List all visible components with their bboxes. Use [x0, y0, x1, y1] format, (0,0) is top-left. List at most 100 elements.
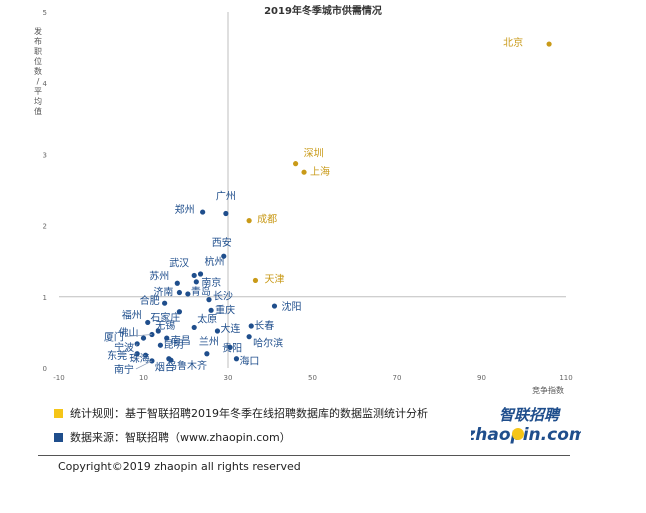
data-point	[200, 209, 206, 215]
x-tick-label: 70	[393, 374, 402, 382]
leader-line	[129, 353, 138, 356]
data-label: 苏州	[149, 269, 169, 282]
data-label: 济南	[153, 286, 173, 299]
data-point	[193, 279, 199, 285]
data-label: 海口	[239, 355, 259, 368]
statistics-rule-note: 统计规则：基于智联招聘2019年冬季在线招聘数据库的数据监测统计分析	[54, 405, 428, 421]
x-tick-label: 10	[139, 374, 148, 382]
data-label: 福州	[122, 308, 142, 321]
data-label: 青岛	[191, 285, 211, 298]
data-point	[214, 328, 221, 334]
data-point	[168, 357, 174, 363]
divider	[38, 455, 570, 456]
blue-square-icon	[54, 432, 63, 442]
data-point	[301, 169, 307, 175]
copyright-text: Copyright©2019 zhaopin all rights reserv…	[58, 460, 301, 473]
leader-line	[135, 360, 153, 370]
y-tick-label: 0	[43, 365, 47, 373]
x-axis-label: 竞争指数	[532, 385, 564, 395]
data-label: 合肥	[140, 294, 160, 307]
logo-dot-icon	[512, 428, 524, 440]
data-point	[223, 210, 229, 217]
data-label: 长沙	[213, 291, 233, 303]
data-label: 南昌	[171, 334, 191, 347]
data-label: 上海	[310, 165, 330, 178]
y-axis-label: 发布职位数/平均值	[34, 26, 42, 116]
data-point	[191, 324, 197, 331]
data-label: 成都	[257, 214, 277, 226]
y-tick-label: 3	[43, 151, 47, 159]
data-label: 哈尔滨	[253, 337, 283, 350]
data-point	[197, 271, 204, 277]
data-point	[155, 328, 161, 334]
statistics-rule-text: 统计规则：基于智联招聘2019年冬季在线招聘数据库的数据监测统计分析	[70, 407, 428, 420]
data-label: 深圳	[304, 148, 324, 160]
logo-en-text: zhaopin.com	[471, 425, 581, 445]
y-tick-label: 2	[43, 223, 47, 231]
data-point	[271, 303, 278, 309]
x-tick-label: -10	[53, 374, 64, 382]
data-label: 太原	[197, 312, 217, 325]
data-label: 天津	[264, 273, 284, 285]
x-tick-label: 30	[224, 374, 233, 382]
data-point	[145, 319, 151, 326]
data-point	[191, 272, 197, 279]
axes: -10 10 30 50 70 90 110 0 1 2 3 4 5 竞争指数 发布职位数/平均值	[34, 9, 573, 395]
data-source-note: 数据来源：智联招聘（www.zhaopin.com）	[54, 429, 291, 445]
data-point	[227, 344, 233, 350]
data-label: 无锡	[155, 319, 175, 332]
leader-line	[135, 343, 138, 347]
data-point	[185, 291, 191, 297]
data-point	[164, 335, 170, 341]
data-label: 杭州	[205, 255, 225, 268]
data-point	[174, 280, 180, 286]
x-tick-label: 50	[308, 374, 317, 382]
data-point	[233, 356, 240, 362]
x-tick-label: 110	[559, 374, 572, 382]
data-label: 厦门	[104, 331, 124, 344]
data-label: 南京	[201, 276, 221, 289]
data-point	[246, 218, 252, 224]
data-label: 东莞	[107, 349, 127, 362]
data-label: 珠海	[130, 352, 150, 365]
data-point	[246, 334, 252, 340]
data-point	[206, 297, 212, 303]
data-point	[176, 289, 183, 296]
data-label: 郑州	[175, 203, 195, 216]
data-label: 宁波	[114, 341, 134, 354]
data-label: 重庆	[215, 303, 235, 316]
chart-title: 2019年冬季城市供需情况	[264, 4, 382, 17]
data-label: 贵阳	[222, 341, 242, 354]
data-point	[140, 335, 147, 341]
y-tick-label: 1	[43, 294, 47, 302]
data-point	[157, 342, 163, 348]
data-label: 武汉	[169, 256, 189, 269]
data-label: 西安	[212, 236, 232, 249]
y-tick-label: 4	[43, 80, 48, 88]
data-label: 昆明	[163, 339, 183, 351]
data-label: 广州	[216, 190, 236, 202]
y-tick-label: 5	[43, 9, 47, 17]
data-label: 大连	[220, 322, 240, 335]
data-point	[162, 300, 168, 306]
data-point	[208, 307, 214, 313]
data-point	[176, 309, 183, 315]
data-label: 烟台	[155, 361, 175, 374]
zhaopin-logo: 智联招聘 zhaopin.com	[471, 406, 581, 445]
data-label: 石家庄	[150, 311, 180, 324]
data-source-text: 数据来源：智联招聘（www.zhaopin.com）	[70, 431, 291, 444]
x-tick-label: 90	[477, 374, 486, 382]
leader-line	[125, 334, 152, 337]
data-point	[248, 323, 254, 329]
logo-cn-text: 智联招聘	[499, 406, 561, 424]
data-label: 长春	[254, 320, 274, 332]
data-point	[546, 41, 552, 47]
data-point	[293, 161, 299, 167]
data-label: 南宁	[114, 363, 134, 376]
yellow-square-icon	[54, 408, 63, 418]
data-label: 乌鲁木齐	[167, 359, 207, 372]
data-points	[134, 41, 552, 364]
leader-line	[129, 354, 146, 359]
data-point	[252, 277, 259, 284]
